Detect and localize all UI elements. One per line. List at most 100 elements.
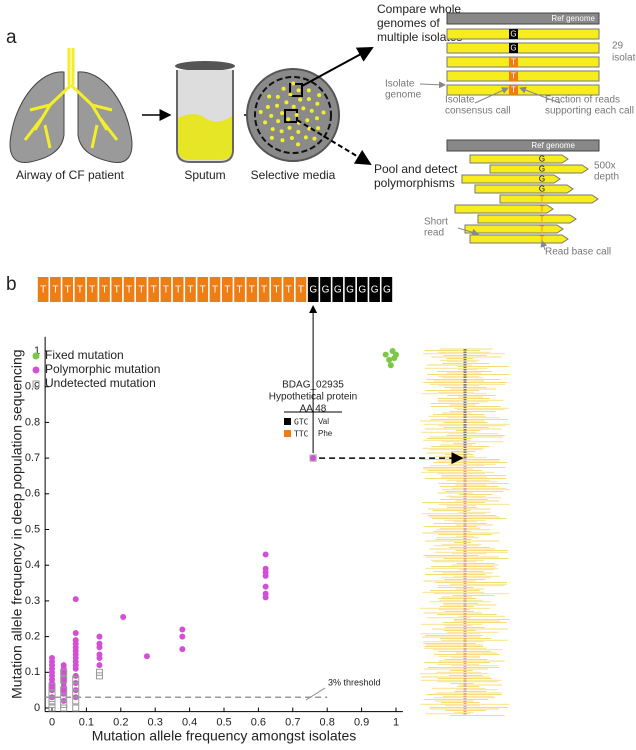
colony — [281, 86, 286, 91]
colony — [275, 103, 280, 108]
point — [72, 630, 79, 637]
sputum-jar — [175, 61, 235, 163]
y-tick-label: 0.8 — [25, 416, 40, 428]
point — [60, 700, 68, 708]
codon-call: G — [346, 285, 354, 296]
point — [72, 672, 79, 679]
key-swatch — [284, 418, 291, 425]
y-tick-label: 0.7 — [25, 452, 40, 464]
read — [477, 214, 577, 224]
codon-box — [148, 277, 159, 302]
point — [96, 651, 103, 658]
read — [499, 194, 599, 204]
point — [96, 662, 103, 669]
call-box — [509, 85, 518, 95]
x-tick-label: 0.7 — [285, 716, 300, 728]
colony — [288, 92, 293, 97]
call: G — [510, 44, 516, 53]
arrow — [296, 119, 372, 166]
y-tick-label: 0.2 — [25, 631, 40, 643]
x-tick-label: 0.8 — [320, 716, 335, 728]
read-call: T — [540, 205, 545, 214]
point — [60, 693, 68, 701]
codon-call: T — [52, 285, 58, 296]
codon-call: T — [224, 285, 230, 296]
text-line: Isolate — [385, 79, 415, 90]
call: G — [510, 30, 516, 39]
legend-label: Fixed mutation — [45, 348, 124, 362]
x-tick-label: 0.2 — [113, 716, 128, 728]
codon-call: T — [65, 285, 71, 296]
text-line: Short — [424, 217, 448, 228]
isolate-bar — [446, 42, 600, 54]
read-call: T — [540, 215, 545, 224]
point — [179, 646, 186, 653]
point — [310, 455, 317, 462]
point — [262, 594, 269, 601]
codon-box — [86, 277, 98, 302]
point — [120, 613, 127, 620]
colony — [301, 106, 306, 111]
point — [49, 694, 55, 701]
key-codon: GTC — [294, 418, 309, 427]
codon-call: T — [89, 285, 95, 296]
codon-box — [295, 277, 307, 302]
codon-call: G — [322, 285, 330, 296]
text-line: 29 — [612, 41, 624, 52]
key-codon: TTC — [294, 430, 309, 439]
codon-box — [246, 277, 258, 302]
codon-call: T — [298, 285, 304, 296]
codon-box — [271, 277, 282, 302]
codon-box — [320, 277, 331, 302]
colony — [258, 110, 263, 115]
text-line: isolates — [612, 53, 636, 64]
codon-call: G — [334, 285, 342, 296]
codon-box — [172, 277, 184, 302]
colony — [289, 136, 294, 141]
codon-box — [258, 277, 270, 302]
colony — [316, 126, 321, 131]
isolate-bar — [446, 70, 600, 82]
point — [72, 697, 80, 705]
codon-box — [123, 277, 135, 302]
text-line: consensus call — [445, 106, 511, 117]
y-tick-label: 0.6 — [25, 488, 40, 500]
y-tick-label: 0.9 — [25, 381, 40, 393]
text-line: genomes of — [377, 16, 440, 30]
text-line: Compare whole — [377, 2, 461, 16]
codon-call: G — [358, 285, 366, 296]
point — [309, 454, 317, 462]
read — [469, 154, 569, 164]
point — [72, 683, 80, 691]
y-tick-label: 1 — [34, 345, 40, 357]
colony — [306, 88, 311, 93]
point — [143, 653, 150, 660]
colony — [298, 97, 303, 102]
x-tick-label: 0.4 — [182, 716, 197, 728]
point — [48, 690, 56, 698]
colony — [269, 113, 274, 118]
colony — [294, 113, 299, 117]
read-call: T — [540, 235, 545, 244]
pointer — [419, 81, 446, 89]
point — [60, 704, 68, 712]
text-line: read — [424, 228, 444, 239]
codon-call: G — [309, 285, 317, 296]
colony — [296, 129, 301, 134]
colony — [296, 142, 301, 147]
legend-marker — [32, 380, 40, 388]
codon-box — [99, 277, 110, 302]
read — [489, 164, 589, 174]
colony — [307, 126, 312, 131]
call: T — [511, 72, 516, 81]
x-axis-label: Mutation allele frequency amongst isolat… — [92, 728, 357, 744]
codon-call: T — [101, 285, 107, 296]
codon-call: T — [175, 285, 181, 296]
colony — [296, 88, 301, 93]
text-line: depth — [594, 172, 619, 183]
codon-box — [356, 277, 368, 302]
label: Sputum — [184, 168, 225, 182]
codon-call: T — [200, 285, 206, 296]
codon-box — [332, 277, 344, 302]
colony — [276, 119, 281, 124]
